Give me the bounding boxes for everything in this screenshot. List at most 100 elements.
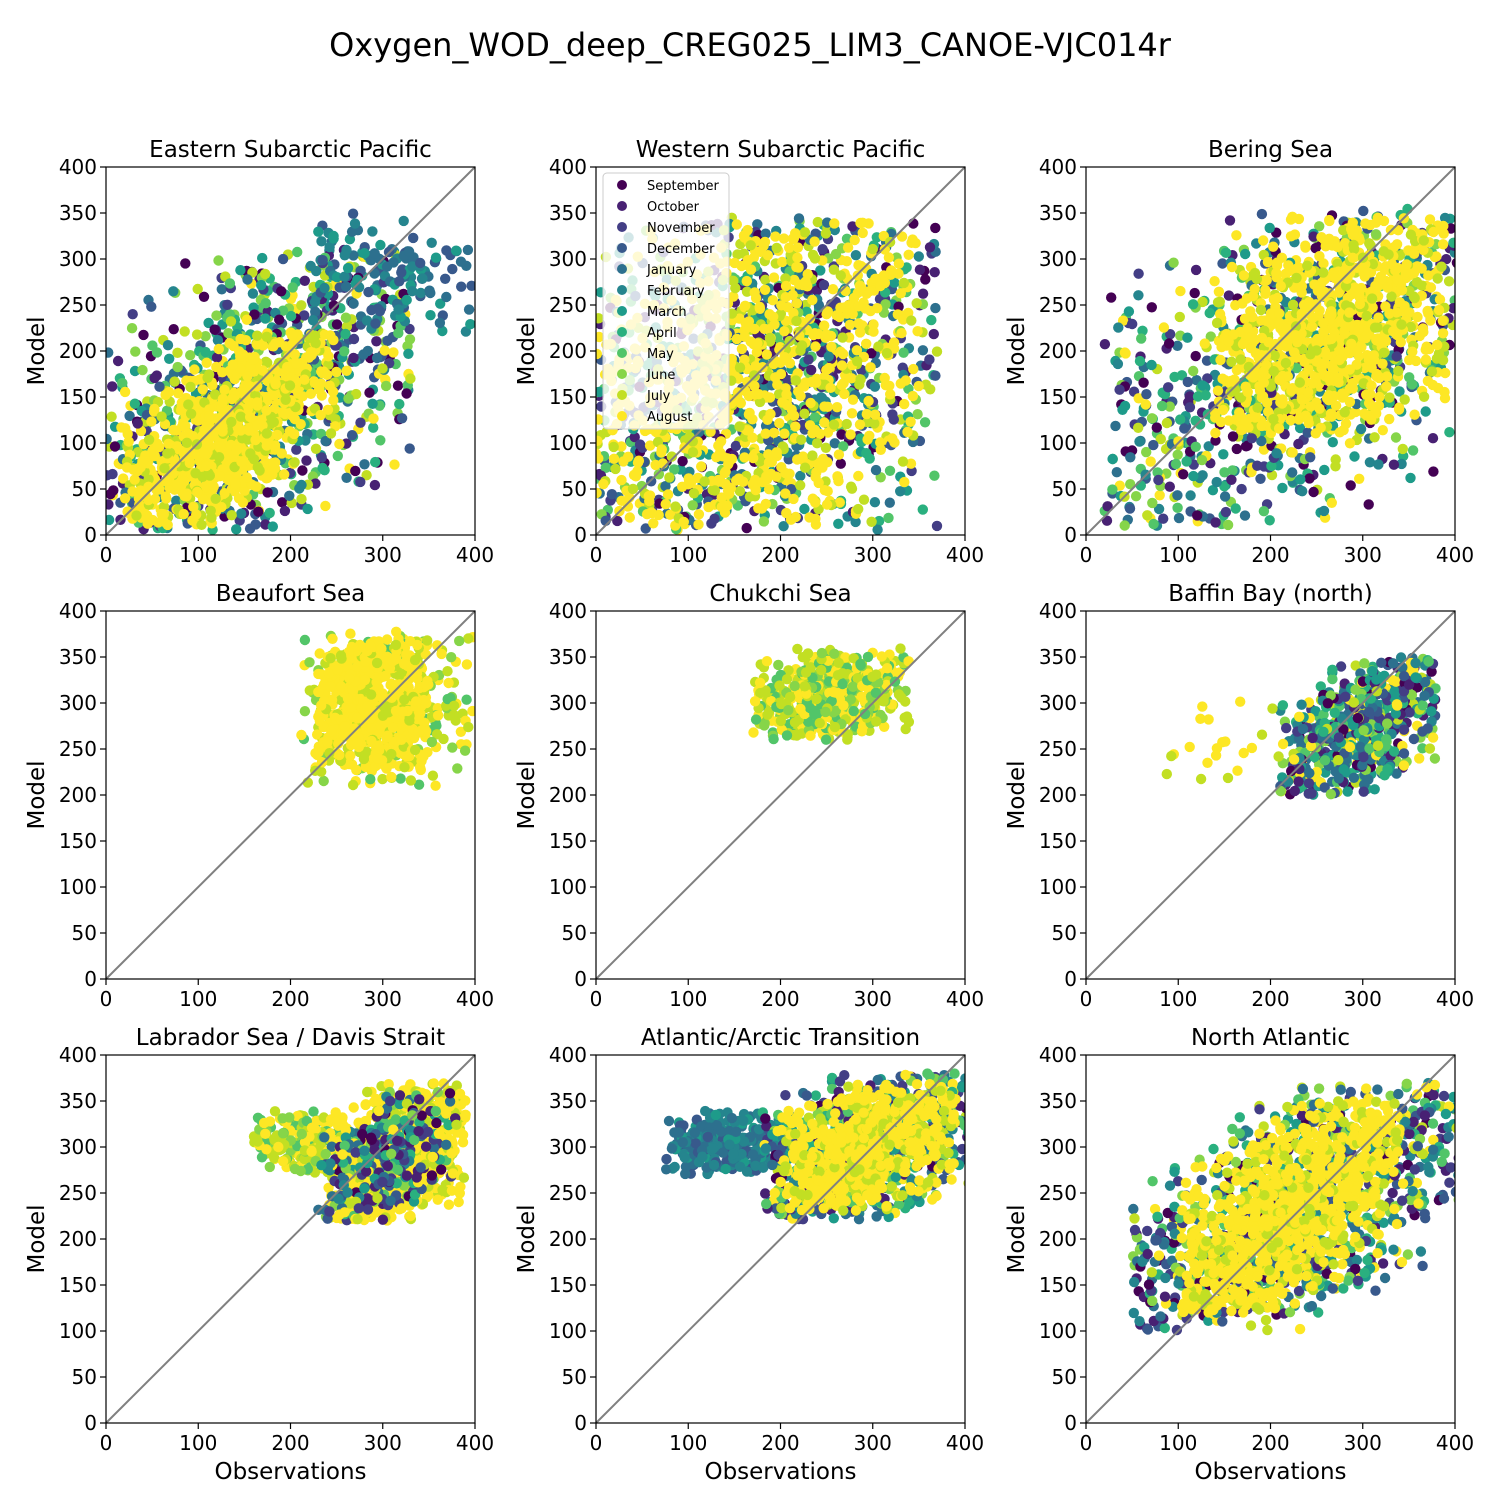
data-point — [1326, 409, 1338, 420]
data-point — [434, 317, 446, 329]
data-point — [841, 418, 852, 430]
data-point — [823, 351, 834, 362]
data-point — [146, 301, 157, 312]
data-point — [785, 514, 797, 525]
data-point — [794, 330, 805, 341]
data-point — [1296, 281, 1308, 292]
data-point — [210, 493, 221, 504]
y-tick-label: 50 — [72, 477, 97, 501]
data-point — [1134, 355, 1146, 367]
data-point — [1190, 350, 1201, 362]
legend-label: January — [646, 263, 697, 278]
data-point — [285, 310, 297, 322]
data-point — [1258, 235, 1269, 246]
data-point — [201, 460, 212, 472]
data-point — [596, 487, 602, 499]
data-point — [1424, 214, 1436, 225]
data-point — [745, 264, 757, 275]
data-point — [1146, 359, 1157, 371]
data-point — [1354, 473, 1365, 484]
legend-marker — [617, 201, 627, 211]
data-point — [323, 351, 334, 362]
data-point — [930, 370, 941, 381]
data-point — [126, 323, 138, 334]
data-point — [1205, 331, 1217, 342]
data-point — [227, 359, 238, 370]
data-point — [1207, 485, 1219, 496]
data-point — [348, 298, 359, 309]
data-point — [466, 280, 475, 291]
data-point — [836, 379, 848, 391]
data-point — [795, 470, 806, 482]
data-point — [363, 286, 374, 298]
data-point — [850, 250, 862, 261]
data-point — [1235, 392, 1247, 403]
data-point — [1249, 412, 1261, 423]
data-point — [842, 242, 854, 253]
data-point — [415, 287, 426, 299]
y-tick-label: 50 — [562, 477, 587, 501]
data-point — [713, 440, 724, 451]
data-point — [322, 369, 333, 380]
data-point — [430, 252, 442, 263]
data-point — [820, 228, 832, 239]
data-point — [1391, 351, 1402, 362]
data-point — [924, 242, 936, 253]
data-point — [305, 388, 317, 399]
data-point — [129, 398, 141, 409]
data-point — [109, 441, 121, 452]
data-point — [331, 366, 342, 378]
data-point — [1147, 497, 1158, 509]
data-point — [800, 276, 811, 287]
data-point — [1175, 414, 1186, 425]
data-point — [821, 329, 832, 340]
data-point — [774, 344, 785, 355]
data-point — [1448, 237, 1455, 248]
data-point — [117, 377, 128, 389]
data-point — [313, 226, 324, 237]
data-point — [852, 356, 863, 367]
data-point — [788, 233, 800, 244]
legend-label: March — [647, 305, 687, 320]
data-point — [648, 518, 659, 529]
data-point — [1293, 438, 1304, 450]
data-point — [348, 352, 359, 364]
data-point — [1397, 443, 1409, 455]
data-point — [1146, 413, 1158, 424]
data-point — [1222, 519, 1234, 531]
data-point — [1308, 486, 1319, 498]
data-point — [759, 236, 771, 248]
data-point — [834, 497, 845, 508]
data-point — [709, 485, 721, 496]
data-point — [883, 512, 894, 524]
data-point — [1451, 257, 1455, 268]
x-tick-label: 400 — [456, 543, 494, 567]
data-point — [781, 389, 792, 400]
data-point — [455, 256, 467, 267]
data-point — [328, 300, 340, 311]
data-point — [332, 450, 343, 462]
data-point — [202, 372, 213, 383]
data-point — [868, 326, 879, 337]
data-point — [596, 435, 603, 446]
legend: SeptemberOctoberNovemberDecemberJanuaryF… — [602, 172, 730, 430]
data-point — [807, 493, 818, 504]
data-point — [804, 313, 816, 324]
data-point — [404, 443, 415, 454]
data-point — [907, 234, 918, 245]
data-point — [1136, 333, 1147, 344]
data-point — [1200, 390, 1211, 401]
data-point — [260, 268, 271, 280]
data-point — [929, 267, 940, 278]
data-point — [340, 281, 352, 292]
data-point — [243, 425, 255, 436]
data-point — [143, 474, 154, 485]
data-point — [856, 282, 867, 293]
data-point — [1314, 221, 1325, 232]
data-point — [233, 493, 245, 504]
data-point — [299, 374, 310, 385]
data-point — [235, 411, 246, 422]
data-point — [739, 452, 750, 463]
data-point — [837, 348, 849, 360]
data-point — [1444, 427, 1455, 438]
